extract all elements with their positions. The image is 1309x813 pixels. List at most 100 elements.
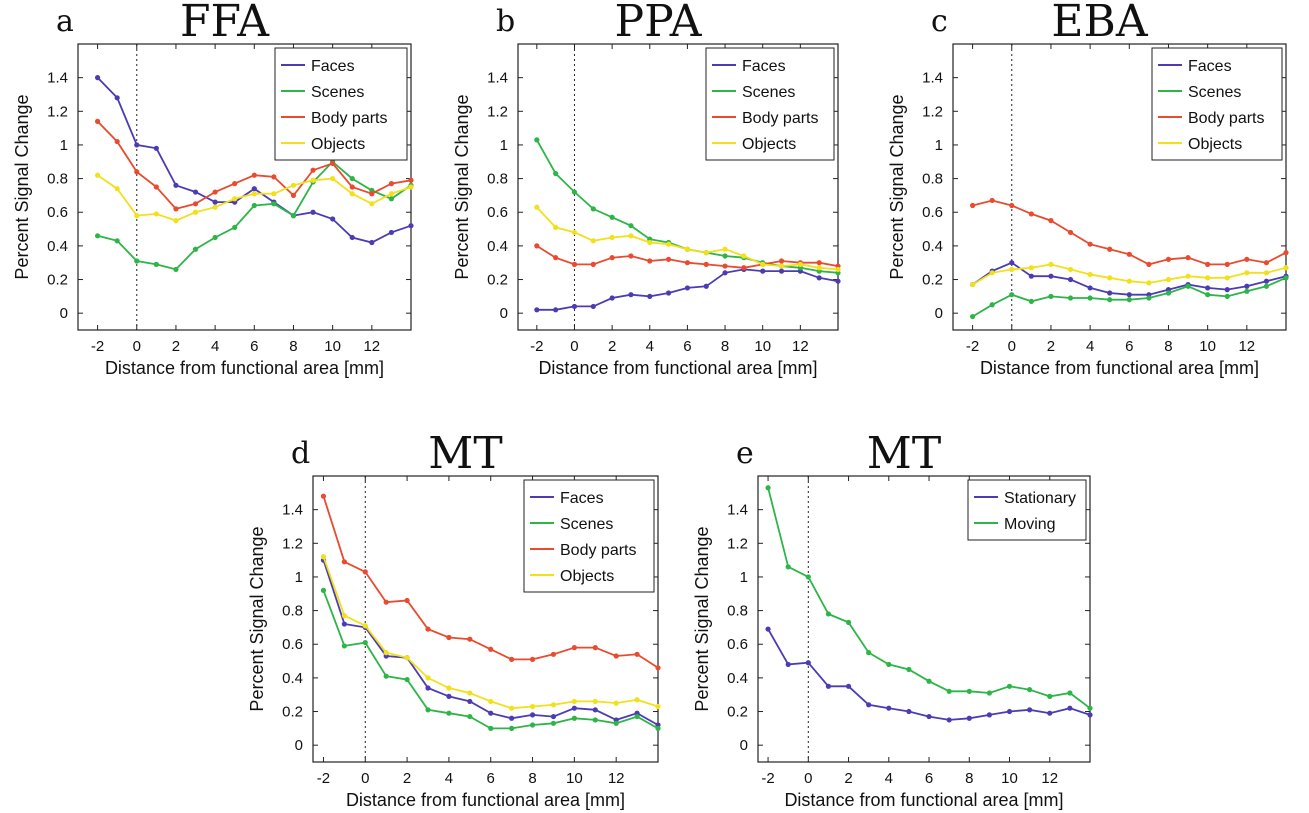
legend-entry: Body parts xyxy=(311,110,387,127)
x-axis-label: Distance from functional area [mm] xyxy=(346,790,625,810)
y-tick-label: 0 xyxy=(500,305,508,322)
x-tick-label: 6 xyxy=(925,770,933,787)
legend-box xyxy=(967,479,1087,541)
data-point xyxy=(571,189,578,195)
data-point xyxy=(647,258,653,264)
series-faces xyxy=(969,260,1289,298)
y-tick-label: 1 xyxy=(500,137,508,154)
data-point xyxy=(425,626,431,632)
data-point xyxy=(571,645,577,651)
data-point xyxy=(553,255,559,261)
data-point xyxy=(1087,712,1093,718)
data-point xyxy=(320,554,327,560)
data-point xyxy=(446,693,452,699)
data-point xyxy=(330,160,336,167)
y-tick-label: 0.6 xyxy=(282,636,303,653)
legend-entry: Moving xyxy=(1004,516,1056,533)
data-point xyxy=(592,717,598,723)
legend-entry: Faces xyxy=(1188,58,1232,75)
y-tick-label: 1.4 xyxy=(727,502,748,519)
data-point xyxy=(1048,261,1054,267)
data-point xyxy=(529,722,536,728)
x-tick-label: 2 xyxy=(403,770,411,787)
data-point xyxy=(722,253,728,259)
panel-letter: b xyxy=(496,4,515,39)
data-point xyxy=(509,656,515,662)
x-tick-label: 0 xyxy=(133,338,141,355)
data-point xyxy=(835,278,841,284)
data-point xyxy=(966,715,972,721)
data-point xyxy=(550,713,557,720)
series-objects xyxy=(534,204,841,273)
legend-box xyxy=(523,479,655,593)
legend: Faces Scenes Body parts Objects xyxy=(523,479,655,593)
legend-entry: Scenes xyxy=(1188,84,1241,101)
data-point xyxy=(703,261,709,267)
data-point xyxy=(212,234,218,241)
data-point xyxy=(1146,295,1152,301)
y-tick-label: 0.8 xyxy=(922,171,943,188)
data-point xyxy=(349,191,355,197)
data-point xyxy=(192,189,199,195)
data-point xyxy=(628,292,634,298)
x-tick-label: 2 xyxy=(608,338,616,355)
data-point xyxy=(341,559,347,565)
data-point xyxy=(741,265,747,271)
data-point xyxy=(251,202,257,209)
data-point xyxy=(446,634,452,641)
data-point xyxy=(553,224,559,230)
data-point xyxy=(94,118,101,124)
data-point xyxy=(946,688,952,694)
data-point xyxy=(1028,298,1034,304)
data-point xyxy=(655,665,661,671)
data-point xyxy=(1283,275,1289,281)
data-point xyxy=(760,268,766,274)
data-point xyxy=(388,196,395,202)
data-point xyxy=(1009,202,1015,209)
series-line xyxy=(322,590,659,730)
data-point xyxy=(369,239,375,246)
data-point xyxy=(665,241,672,247)
data-point xyxy=(592,707,598,713)
data-point xyxy=(866,650,872,656)
data-point xyxy=(362,569,368,575)
series-body-parts xyxy=(969,197,1289,267)
data-point xyxy=(778,258,785,264)
data-point xyxy=(1146,280,1152,286)
data-point xyxy=(1087,295,1093,301)
data-point xyxy=(488,698,494,705)
legend-entry: Scenes xyxy=(311,84,364,101)
panel-letter: a xyxy=(56,4,74,39)
x-tick-label: 10 xyxy=(754,338,771,355)
data-point xyxy=(592,698,598,705)
data-point xyxy=(388,191,395,197)
data-point xyxy=(760,261,766,267)
data-point xyxy=(404,655,410,661)
data-point xyxy=(1087,271,1093,278)
data-point xyxy=(232,196,238,202)
data-point xyxy=(1107,290,1113,296)
chart-title: MT xyxy=(428,428,502,479)
data-point xyxy=(1048,293,1054,299)
data-point xyxy=(765,626,771,632)
series-body-parts xyxy=(94,118,414,212)
panel-letter: c xyxy=(931,4,948,39)
series-line xyxy=(97,174,412,222)
data-point xyxy=(1087,705,1093,711)
data-point xyxy=(634,651,640,657)
data-point xyxy=(634,713,640,720)
data-point xyxy=(1263,278,1270,284)
data-point xyxy=(778,263,785,269)
data-point xyxy=(320,587,327,594)
x-axis-label: Distance from functional area [mm] xyxy=(538,358,817,378)
data-point xyxy=(173,266,179,273)
plot-frame xyxy=(757,475,1091,763)
series-line xyxy=(767,628,1091,721)
y-tick-label: 0.2 xyxy=(282,704,303,721)
data-point xyxy=(467,690,473,696)
data-point xyxy=(665,290,672,296)
data-point xyxy=(1067,295,1074,301)
data-point xyxy=(684,260,691,266)
series-scenes xyxy=(320,587,661,731)
data-point xyxy=(271,174,277,180)
